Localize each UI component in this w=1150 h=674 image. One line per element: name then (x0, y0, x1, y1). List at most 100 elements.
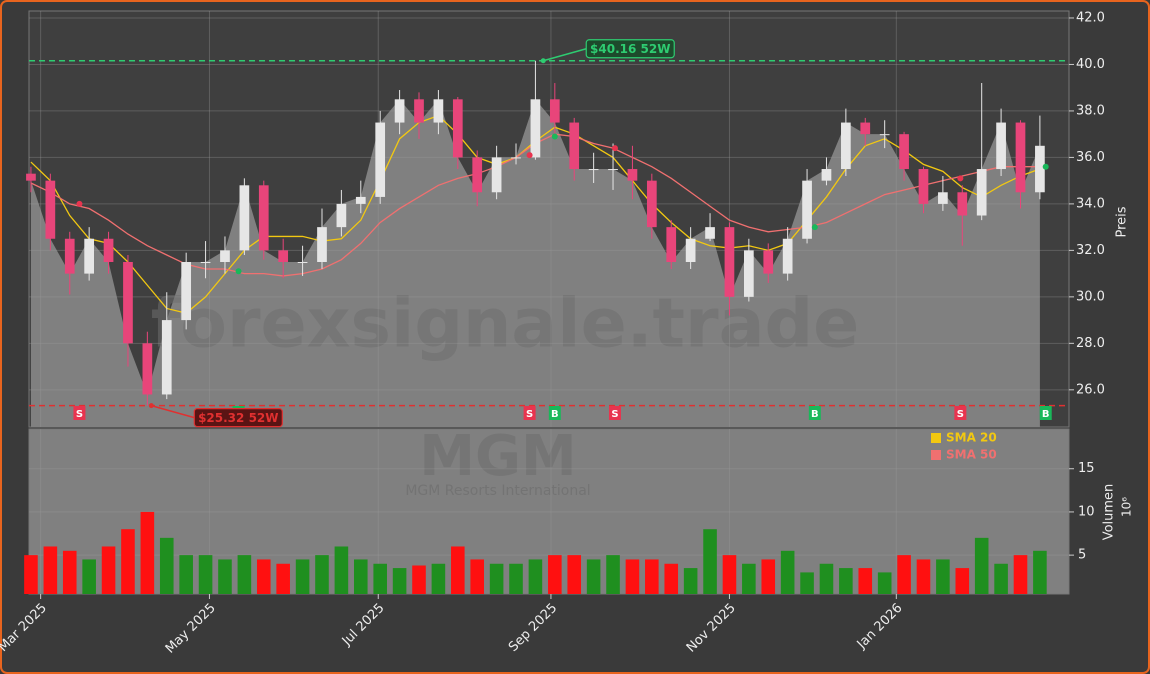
annotation-box (585, 39, 675, 59)
signal-box (73, 406, 86, 420)
signal-dot (611, 145, 618, 152)
volume-bar (780, 550, 795, 594)
signal-dot (76, 200, 83, 207)
volume-bar (451, 546, 465, 594)
candle-body (627, 169, 638, 181)
volume-bar (722, 555, 737, 594)
signal-label: S (526, 409, 533, 420)
volume-bar (586, 559, 601, 594)
candle-body (317, 227, 327, 262)
y2-axis-label: Volumen (1102, 484, 1117, 541)
candle-body (491, 157, 502, 193)
candle-body (103, 238, 114, 262)
signal-dot (957, 175, 964, 182)
volume-bar (276, 563, 290, 594)
candle-body (1035, 145, 1045, 193)
candle-body (200, 261, 211, 263)
legend-swatch (931, 450, 941, 460)
volume-bar (606, 555, 620, 594)
volume-bar (218, 559, 232, 594)
volume-bar (703, 529, 717, 594)
volume-bar (761, 559, 776, 594)
volume-bar (82, 559, 96, 594)
candle-body (763, 250, 774, 274)
y-tick-label: 30.0 (1076, 289, 1105, 304)
candle-body (433, 99, 444, 123)
volume-bar (1033, 550, 1047, 594)
legend-label: SMA 20 (946, 431, 997, 445)
volume-bar (800, 572, 814, 594)
signal-label: B (811, 409, 819, 420)
y-tick-label: 40.0 (1076, 57, 1105, 72)
candle-body (588, 169, 599, 171)
volume-bar (742, 563, 756, 594)
candle-body (123, 261, 133, 344)
candle-body (685, 238, 696, 262)
candle-body (918, 169, 929, 204)
volume-bar (62, 550, 77, 594)
volume-bar (916, 559, 931, 594)
volume-bar (334, 546, 349, 594)
y-tick-label: 28.0 (1076, 336, 1105, 351)
candle-body (355, 196, 366, 204)
signal-dot (526, 152, 533, 159)
ticker-watermark: MGM (419, 424, 576, 489)
volume-bar (237, 555, 252, 594)
candle-body (64, 238, 75, 274)
candle-body (220, 250, 230, 262)
candle-body (297, 261, 308, 263)
annotation-tip (148, 403, 154, 409)
candle-body (45, 180, 56, 239)
candle-body (821, 169, 832, 181)
candle-body (452, 99, 463, 158)
candle-body (239, 185, 250, 251)
signal-box (954, 406, 967, 420)
y-tick-label: 42.0 (1076, 10, 1105, 25)
y2-tick-label: 15 (1078, 461, 1095, 476)
volume-bar (43, 546, 58, 594)
volume-bar (198, 555, 213, 594)
candle-body (511, 157, 521, 159)
volume-bar (683, 568, 698, 594)
signal-label: B (1042, 409, 1050, 420)
signal-box (1039, 406, 1052, 420)
candle-body (26, 173, 36, 181)
candle-body (841, 122, 851, 170)
company-watermark: MGM Resorts International (405, 483, 590, 499)
candle-body (394, 99, 405, 123)
candle-body (899, 134, 909, 170)
legend-label: SMA 50 (946, 448, 997, 462)
y-tick-label: 34.0 (1076, 196, 1105, 211)
volume-bar (179, 555, 193, 594)
volume-bar (625, 559, 640, 594)
annotation-arrow (151, 404, 195, 419)
volume-bar (489, 563, 504, 594)
signal-box (548, 406, 561, 420)
annotation-tip (540, 58, 546, 64)
volume-bar (509, 563, 523, 594)
candle-body (142, 343, 153, 395)
signal-box (523, 406, 536, 420)
watermark: forexsignale.trade (151, 285, 860, 364)
annotation-box (193, 408, 283, 428)
signal-dot (811, 224, 818, 231)
candle-body (181, 261, 192, 321)
volume-bar (24, 555, 38, 594)
candle-body (375, 122, 386, 197)
candle-body (278, 250, 289, 262)
signal-box (808, 406, 821, 420)
signal-box (608, 406, 621, 420)
candle-body (569, 122, 580, 170)
y2-axis-unit: 10⁶ (1120, 497, 1134, 517)
candle-body (724, 227, 735, 297)
candle-body (976, 169, 987, 216)
volume-bar (295, 559, 310, 594)
volume-bar (159, 537, 174, 594)
volume-bar (528, 559, 543, 594)
y-tick-label: 38.0 (1076, 103, 1105, 118)
volume-bar (470, 559, 484, 594)
candle-body (258, 185, 269, 251)
volume-bar (897, 555, 911, 594)
volume-bar (936, 559, 950, 594)
